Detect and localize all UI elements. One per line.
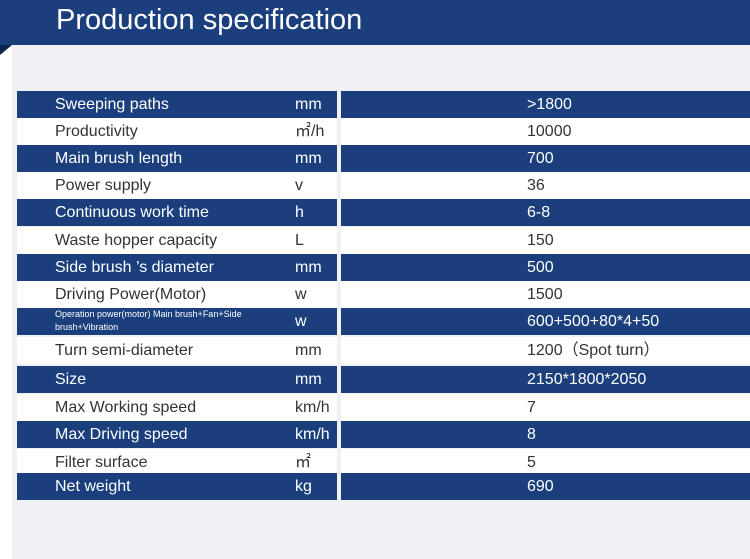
spec-value: 500 xyxy=(527,259,554,276)
spec-name: Size xyxy=(55,371,87,388)
spec-value: >1800 xyxy=(527,96,572,113)
spec-unit: w xyxy=(295,313,307,330)
spec-name: Power supply xyxy=(55,177,152,194)
spec-unit: h xyxy=(295,204,304,221)
cell-background xyxy=(341,254,750,281)
spec-name: Waste hopper capacity xyxy=(55,232,218,249)
table-row: Turn semi-diameter mm 1200（Spot turn） xyxy=(17,337,750,364)
spec-name: Operation power(motor) Main brush+Fan+Si… xyxy=(55,309,242,332)
spec-name: Main brush length xyxy=(55,150,183,167)
spec-unit: v xyxy=(295,177,303,194)
spec-unit: ㎡/h xyxy=(295,123,325,140)
cell-background xyxy=(341,473,750,500)
table-row: Max Driving speed km/h 8 xyxy=(17,421,750,448)
cell-background xyxy=(341,227,750,254)
spec-value: 36 xyxy=(527,177,545,194)
spec-name: Max Driving speed xyxy=(55,426,188,443)
spec-value: 5 xyxy=(527,454,536,471)
spec-unit: kg xyxy=(295,478,312,495)
cell-background xyxy=(17,91,337,118)
spec-unit: mm xyxy=(295,150,322,167)
spec-unit: km/h xyxy=(295,399,330,416)
spec-value: 2150*1800*2050 xyxy=(527,371,647,388)
cell-background xyxy=(17,145,337,172)
spec-name: Side brush ’s diameter xyxy=(55,259,214,276)
table-row: Productivity ㎡/h 10000 xyxy=(17,118,750,145)
cell-background xyxy=(341,421,750,448)
spec-name: Max Working speed xyxy=(55,399,197,416)
cell-background xyxy=(341,366,750,393)
spec-name: Net weight xyxy=(55,478,131,495)
cell-background xyxy=(341,199,750,226)
table-row: Operation power(motor) Main brush+Fan+Si… xyxy=(17,308,750,335)
cell-background xyxy=(17,227,337,254)
spec-name: Continuous work time xyxy=(55,204,209,221)
spec-value: 600+500+80*4+50 xyxy=(527,313,660,330)
spec-name: Turn semi-diameter xyxy=(55,342,194,359)
cell-background xyxy=(17,421,337,448)
spec-value: 1200（Spot turn） xyxy=(527,342,660,359)
table-row: Power supply v 36 xyxy=(17,172,750,199)
table-row: Size mm 2150*1800*2050 xyxy=(17,366,750,393)
spec-name: Filter surface xyxy=(55,454,148,471)
spec-value: 150 xyxy=(527,232,554,249)
cell-background xyxy=(17,366,337,393)
table-row: Side brush ’s diameter mm 500 xyxy=(17,254,750,281)
table-row: Net weight kg 690 xyxy=(17,473,750,500)
title-band xyxy=(0,0,750,45)
cell-background xyxy=(17,199,337,226)
spec-unit: mm xyxy=(295,342,322,359)
cell-background xyxy=(341,145,750,172)
spec-unit: mm xyxy=(295,371,322,388)
corner-fold xyxy=(0,45,12,55)
cell-background xyxy=(341,337,750,364)
table-row: Waste hopper capacity L 150 xyxy=(17,227,750,254)
cell-background xyxy=(17,449,337,476)
cell-background xyxy=(341,281,750,308)
cell-background xyxy=(341,394,750,421)
spec-value: 700 xyxy=(527,150,554,167)
cell-background xyxy=(17,394,337,421)
spec-value: 690 xyxy=(527,478,554,495)
cell-background xyxy=(17,337,337,364)
cell-background xyxy=(17,281,337,308)
spec-name: Driving Power(Motor) xyxy=(55,286,207,303)
spec-name: Sweeping paths xyxy=(55,96,169,113)
spec-unit: mm xyxy=(295,259,322,276)
table-row: Main brush length mm 700 xyxy=(17,145,750,172)
cell-background xyxy=(341,308,750,335)
table-row: Driving Power(Motor) w 1500 xyxy=(17,281,750,308)
cell-background xyxy=(341,172,750,199)
cell-background xyxy=(17,473,337,500)
cell-background xyxy=(17,254,337,281)
title: Production specification xyxy=(56,4,363,36)
cell-background xyxy=(341,449,750,476)
cell-background xyxy=(17,172,337,199)
spec-value: 8 xyxy=(527,426,536,443)
cell-background xyxy=(341,91,750,118)
spec-unit: L xyxy=(295,232,304,249)
spec-value: 1500 xyxy=(527,286,563,303)
cell-background xyxy=(341,118,750,145)
cell-background xyxy=(17,118,337,145)
spec-unit: mm xyxy=(295,96,322,113)
spec-value: 6-8 xyxy=(527,204,551,221)
spec-unit: km/h xyxy=(295,426,330,443)
table-row: Sweeping paths mm >1800 xyxy=(17,91,750,118)
spec-name: Productivity xyxy=(55,123,138,140)
table-row: Continuous work time h 6-8 xyxy=(17,199,750,226)
table-row: Filter surface ㎡ 5 xyxy=(17,449,750,476)
spec-unit: w xyxy=(295,286,307,303)
table-row: Max Working speed km/h 7 xyxy=(17,394,750,421)
spec-unit: ㎡ xyxy=(295,454,312,471)
spec-value: 7 xyxy=(527,399,536,416)
cell-background xyxy=(17,308,337,335)
spec-value: 10000 xyxy=(527,123,572,140)
